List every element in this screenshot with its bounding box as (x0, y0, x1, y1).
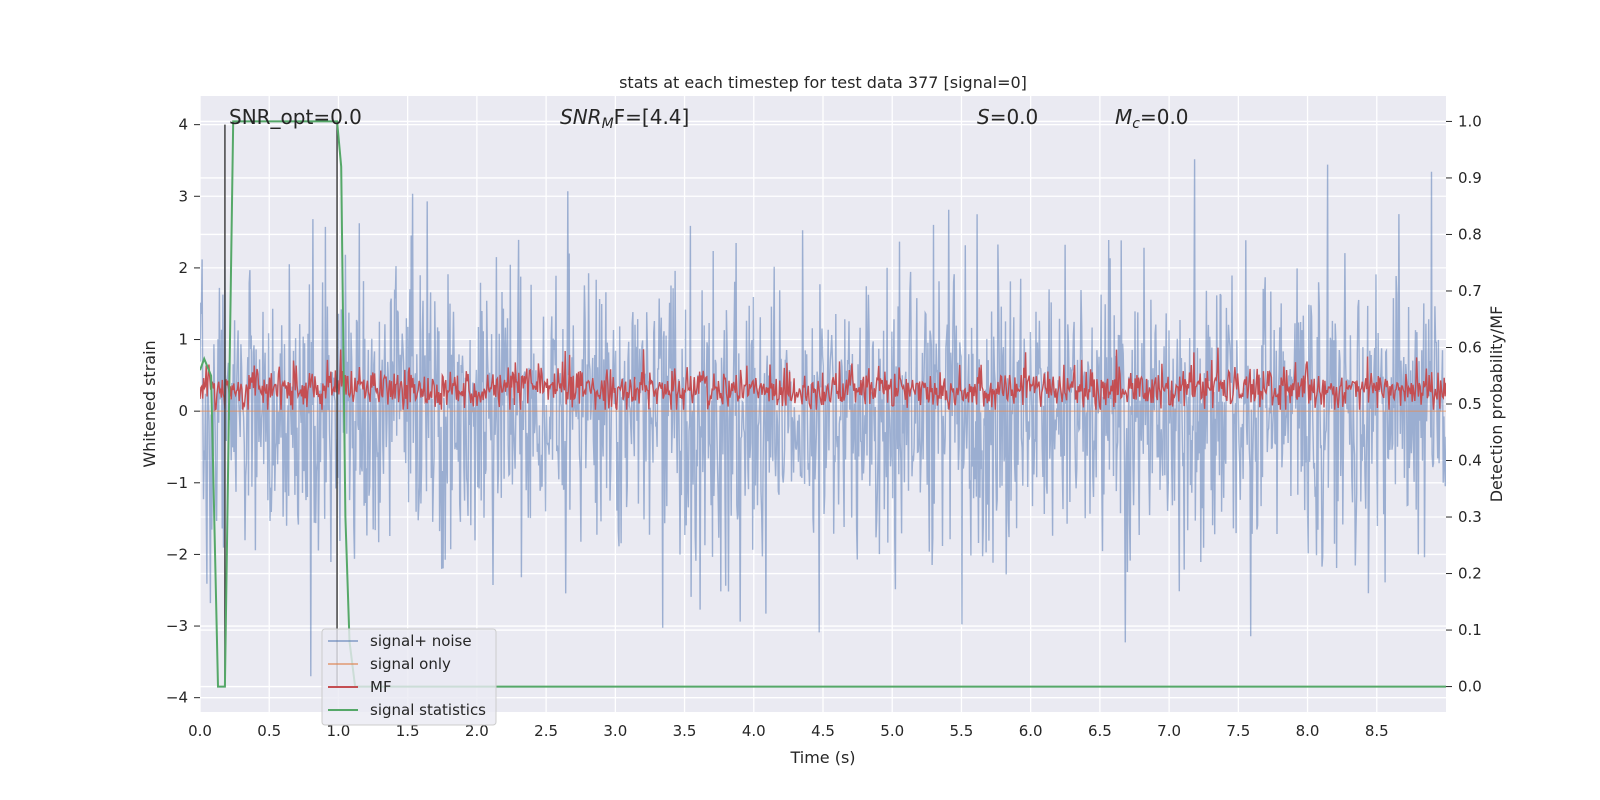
annotation-s-rest: =0.0 (990, 105, 1039, 129)
y-tick-label-left: −1 (166, 474, 188, 492)
y-axis-label-left: Whitened strain (140, 340, 159, 467)
legend-label-signal-only: signal only (370, 655, 451, 673)
annotation-mc-sub: c (1132, 116, 1140, 132)
y-tick-label-left: −4 (166, 689, 188, 707)
annotation-mc-rest: =0.0 (1140, 105, 1189, 129)
y-tick-label-right: 0.0 (1458, 678, 1482, 696)
y-ticks-right: 1.0 0.9 0.8 0.7 0.6 0.5 0.4 0.3 0.2 0.1 0.0 (1446, 112, 1482, 696)
y-tick-label-left: 0 (178, 402, 188, 420)
annotation-snr-mf-sub: M (602, 116, 614, 132)
y-tick-label-left: 3 (178, 187, 188, 205)
y-tick-label-left: 1 (178, 331, 188, 349)
x-axis-label: Time (s) (789, 748, 855, 767)
series-mf (200, 347, 1446, 411)
x-tick-label: 8.0 (1296, 722, 1320, 740)
x-tick-label: 3.0 (603, 722, 627, 740)
y-tick-label-right: 0.6 (1458, 338, 1482, 356)
legend-label-mf: MF (370, 678, 392, 696)
annotation-s: S=0.0 (977, 105, 1038, 129)
legend-label-signal-statistics: signal statistics (370, 701, 486, 719)
x-ticks: 0.0 0.5 1.0 1.5 2.0 2.5 3.0 3.5 4.0 4.5 5.0 5.5 6.0 6… (188, 722, 1389, 740)
x-tick-label: 2.5 (534, 722, 558, 740)
y-tick-label-right: 0.2 (1458, 565, 1482, 583)
y-tick-label-right: 0.5 (1458, 395, 1482, 413)
annotation-snr-mf-rest: F=[4.4] (614, 105, 690, 129)
x-tick-label: 0.0 (188, 722, 212, 740)
y-tick-label-right: 0.4 (1458, 452, 1482, 470)
y-tick-label-right: 0.7 (1458, 282, 1482, 300)
x-tick-label: 4.5 (811, 722, 835, 740)
y-tick-label-right: 0.8 (1458, 225, 1482, 243)
x-tick-label: 8.5 (1365, 722, 1389, 740)
x-tick-label: 6.0 (1019, 722, 1043, 740)
y-ticks-left: 4 3 2 1 0 −1 −2 −3 −4 (166, 116, 200, 707)
annotation-s-main: S (977, 105, 990, 129)
y-axis-label-right: Detection probability/MF (1487, 306, 1506, 503)
x-tick-label: 1.5 (396, 722, 420, 740)
annotation-snr-opt: SNR_opt=0.0 (229, 105, 362, 129)
y-tick-label-left: 2 (178, 259, 188, 277)
x-tick-label: 4.0 (742, 722, 766, 740)
x-tick-label: 0.5 (257, 722, 281, 740)
annotation-mc: Mc=0.0 (1115, 105, 1189, 132)
x-tick-label: 5.0 (880, 722, 904, 740)
x-tick-label: 7.5 (1226, 722, 1250, 740)
y-tick-label-right: 0.9 (1458, 169, 1482, 187)
x-tick-label: 3.5 (673, 722, 697, 740)
annotation-mc-main: M (1115, 105, 1132, 129)
x-tick-label: 6.5 (1088, 722, 1112, 740)
x-tick-label: 2.0 (465, 722, 489, 740)
series-signal-noise (200, 159, 1446, 677)
chart-title: stats at each timestep for test data 377… (619, 73, 1027, 92)
x-tick-label: 5.5 (950, 722, 974, 740)
annotation-snr-mf: SNRMF=[4.4] (560, 105, 689, 132)
legend-box (321, 628, 497, 726)
vertical-lines (224, 124, 338, 687)
legend: signal+ noise signal only MF signal stat… (321, 628, 497, 726)
legend-label-signal-noise: signal+ noise (370, 632, 472, 650)
y-tick-label-left: −3 (166, 617, 188, 635)
y-tick-label-right: 0.1 (1458, 621, 1482, 639)
y-tick-label-left: 4 (178, 116, 188, 134)
x-tick-label: 7.0 (1157, 722, 1181, 740)
annotation-snr-mf-main: SNR (560, 105, 602, 129)
y-tick-label-right: 0.3 (1458, 508, 1482, 526)
y-tick-label-right: 1.0 (1458, 112, 1482, 130)
y-tick-label-left: −2 (166, 545, 188, 563)
x-tick-label: 1.0 (327, 722, 351, 740)
